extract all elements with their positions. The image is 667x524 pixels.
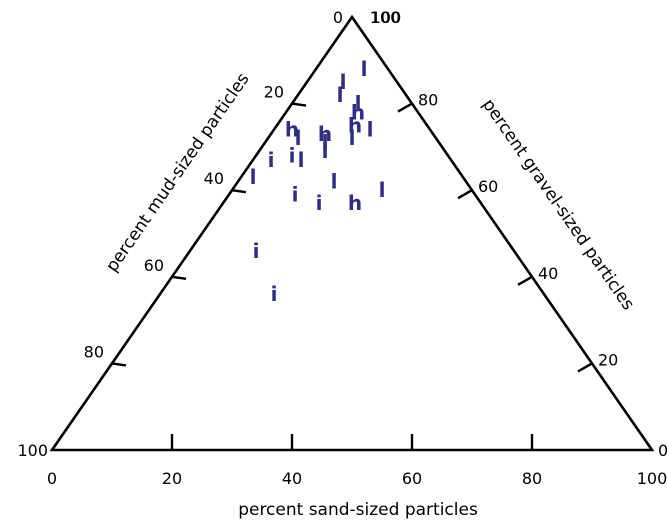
data-point: i [253, 239, 260, 263]
apex-label-right: 100 [371, 8, 402, 27]
tick-labels: 0 20 40 60 80 100 20 40 60 80 100 0 20 40 60 80 100 [17, 8, 667, 488]
data-point: l [322, 139, 329, 163]
data-point: l [295, 126, 302, 150]
data-point: l [298, 148, 305, 172]
data-point: l [250, 165, 257, 189]
mud-tick-label: 100 [17, 441, 48, 460]
sand-tick-label: 0 [47, 469, 57, 488]
data-point: h [351, 100, 365, 124]
mud-tick [171, 275, 187, 280]
apex-label-left: 0 [333, 8, 343, 27]
gravel-tick [457, 189, 473, 200]
mud-tick-label: 80 [84, 342, 104, 361]
sand-tick-label: 40 [282, 469, 302, 488]
gravel-tick-label: 80 [418, 91, 438, 110]
data-point: i [289, 144, 296, 168]
gravel-tick-label: 60 [478, 177, 498, 196]
data-point: i [271, 282, 278, 306]
data-point: i [316, 191, 323, 215]
sand-tick-label: 80 [522, 469, 542, 488]
data-point: l [337, 83, 344, 107]
sand-tick-label: 60 [402, 469, 422, 488]
data-point: i [292, 183, 299, 207]
data-point: h [318, 122, 332, 146]
mud-tick [111, 362, 127, 367]
data-point: l [331, 170, 338, 194]
data-point: l [361, 57, 368, 81]
sand-tick-label: 100 [637, 469, 667, 488]
data-point: l [355, 92, 362, 116]
gravel-tick-label: 100 [370, 8, 401, 27]
mud-tick-label: 40 [204, 169, 224, 188]
gravel-tick-label: 20 [598, 350, 618, 369]
mud-tick [231, 189, 247, 194]
data-point: h [348, 191, 362, 215]
mud-tick [291, 102, 307, 107]
mud-tick-label: 60 [144, 256, 164, 275]
data-point: h [285, 118, 299, 142]
data-point: l [379, 178, 386, 202]
ternary-triangle-frame [49, 14, 655, 452]
gravel-tick-label: 0 [658, 441, 667, 460]
mud-tick-label: 20 [264, 83, 284, 102]
sand-tick-label: 20 [162, 469, 182, 488]
data-point: h [348, 113, 362, 137]
data-point: l [322, 131, 329, 155]
data-point: l [340, 70, 347, 94]
data-point: l [349, 126, 356, 150]
gravel-tick [577, 362, 593, 373]
data-point: i [268, 148, 275, 172]
gravel-tick [397, 102, 413, 113]
gravel-tick [517, 275, 533, 286]
mud-axis-label: percent mud-sized particles [102, 69, 253, 275]
gravel-tick-label: 40 [538, 264, 558, 283]
axis-ticks [111, 102, 593, 450]
sand-axis-label: percent sand-sized particles [238, 500, 478, 520]
data-point: l [367, 118, 374, 142]
